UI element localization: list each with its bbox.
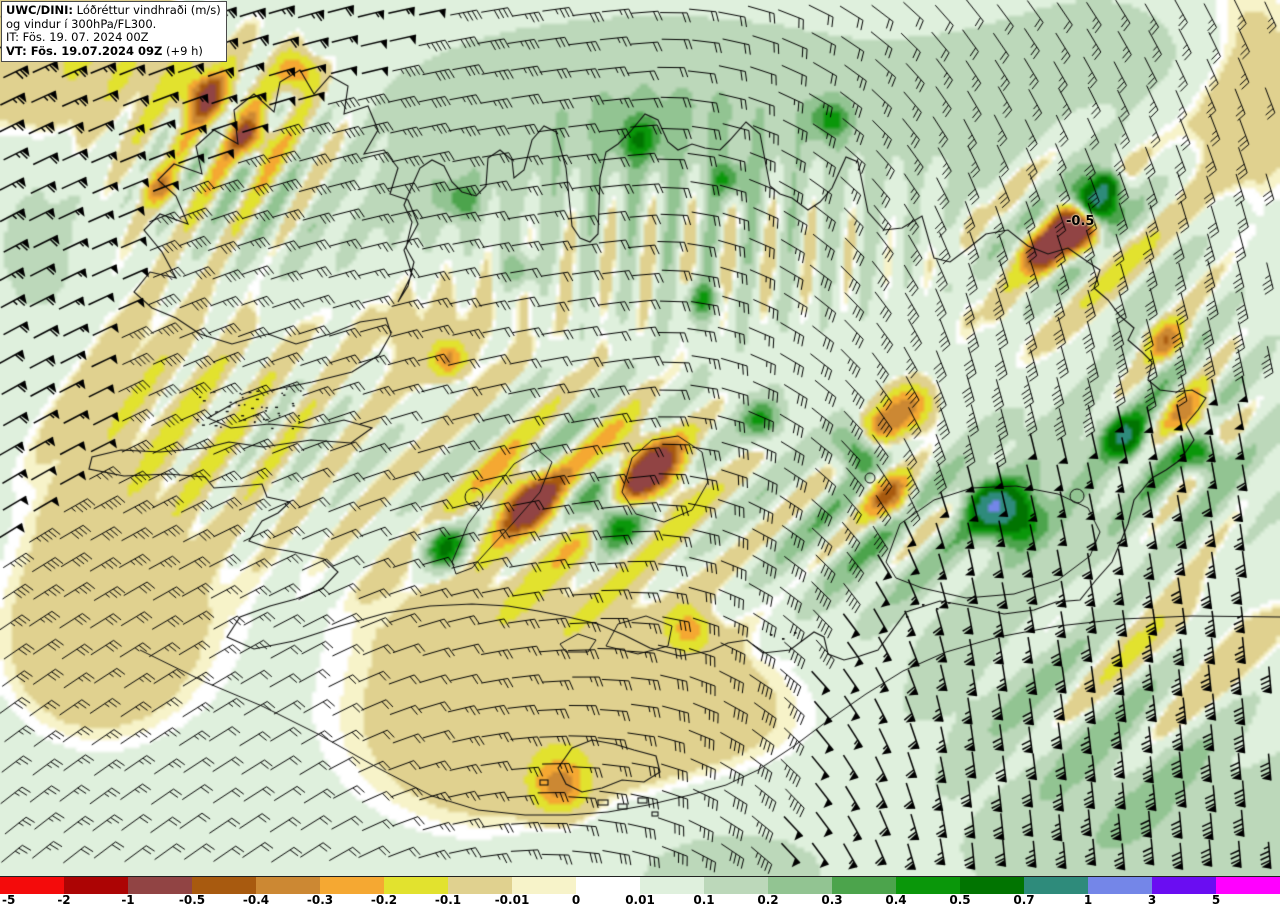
scale-color-box xyxy=(1216,877,1280,894)
scale-color-box xyxy=(1088,877,1152,894)
scale-color-box xyxy=(320,877,384,894)
scale-color-box xyxy=(448,877,512,894)
title-line-1: UWC/DINI: Lóðréttur vindhraði (m/s) xyxy=(6,3,221,17)
scale-tick-label: -5 xyxy=(2,893,16,907)
scale-tick-label: -2 xyxy=(57,893,71,907)
scale-tick-label: -0.5 xyxy=(178,893,206,907)
contour-value-label: -0.5 xyxy=(1066,214,1095,229)
map-title-box: UWC/DINI: Lóðréttur vindhraði (m/s) og v… xyxy=(1,1,227,63)
scale-color-box xyxy=(192,877,256,894)
color-scale-bar: -5 -2 -1 -0.5 -0.4 -0.3 -0.2 -0.1 -0.01 0 0.01 0.1 0… xyxy=(0,876,1280,908)
scale-color-box xyxy=(128,877,192,894)
scale-color-box xyxy=(384,877,448,894)
scale-tick-label: -0.3 xyxy=(306,893,334,907)
scale-tick-label: 0 xyxy=(571,893,581,907)
scale-color-box xyxy=(960,877,1024,894)
scale-tick-label: 0.3 xyxy=(821,893,843,907)
scale-color-box xyxy=(576,877,640,894)
scale-tick-label: 0.2 xyxy=(757,893,779,907)
scale-tick-label: 0.4 xyxy=(885,893,907,907)
scale-color-box xyxy=(256,877,320,894)
scale-color-box xyxy=(1152,877,1216,894)
scale-tick-label: 5 xyxy=(1211,893,1221,907)
scale-color-box xyxy=(896,877,960,894)
scale-tick-label: 0.01 xyxy=(625,893,655,907)
scale-tick-label: -0.4 xyxy=(242,893,270,907)
scale-color-box xyxy=(1024,877,1088,894)
scale-tick-label: 0.5 xyxy=(949,893,971,907)
scale-tick-label: 1 xyxy=(1083,893,1093,907)
color-scale-boxes xyxy=(0,876,1280,894)
scale-color-box xyxy=(832,877,896,894)
scale-color-box xyxy=(512,877,576,894)
scale-tick-label: 0.7 xyxy=(1013,893,1035,907)
scale-color-box xyxy=(768,877,832,894)
title-line-2: og vindur í 300hPa/FL300. xyxy=(6,16,157,31)
title-line-3: IT: Fös. 19. 07. 2024 00Z xyxy=(6,30,149,45)
coastline-windbarb-canvas xyxy=(0,0,1280,876)
scale-color-box xyxy=(704,877,768,894)
scale-color-box xyxy=(640,877,704,894)
scale-tick-label: 3 xyxy=(1147,893,1157,907)
scale-tick-label: -0.1 xyxy=(434,893,462,907)
title-line-4: VT: Fös. 19.07.2024 09Z (+9 h) xyxy=(6,43,203,58)
scale-tick-label: -0.2 xyxy=(370,893,398,907)
scale-color-box xyxy=(64,877,128,894)
color-scale-labels: -5 -2 -1 -0.5 -0.4 -0.3 -0.2 -0.1 -0.01 0 0.01 0.1 0… xyxy=(0,893,1280,908)
scale-tick-label: -1 xyxy=(121,893,135,907)
scale-tick-label: 0.1 xyxy=(693,893,715,907)
scale-tick-label: -0.01 xyxy=(494,893,530,907)
scale-color-box xyxy=(0,877,64,894)
